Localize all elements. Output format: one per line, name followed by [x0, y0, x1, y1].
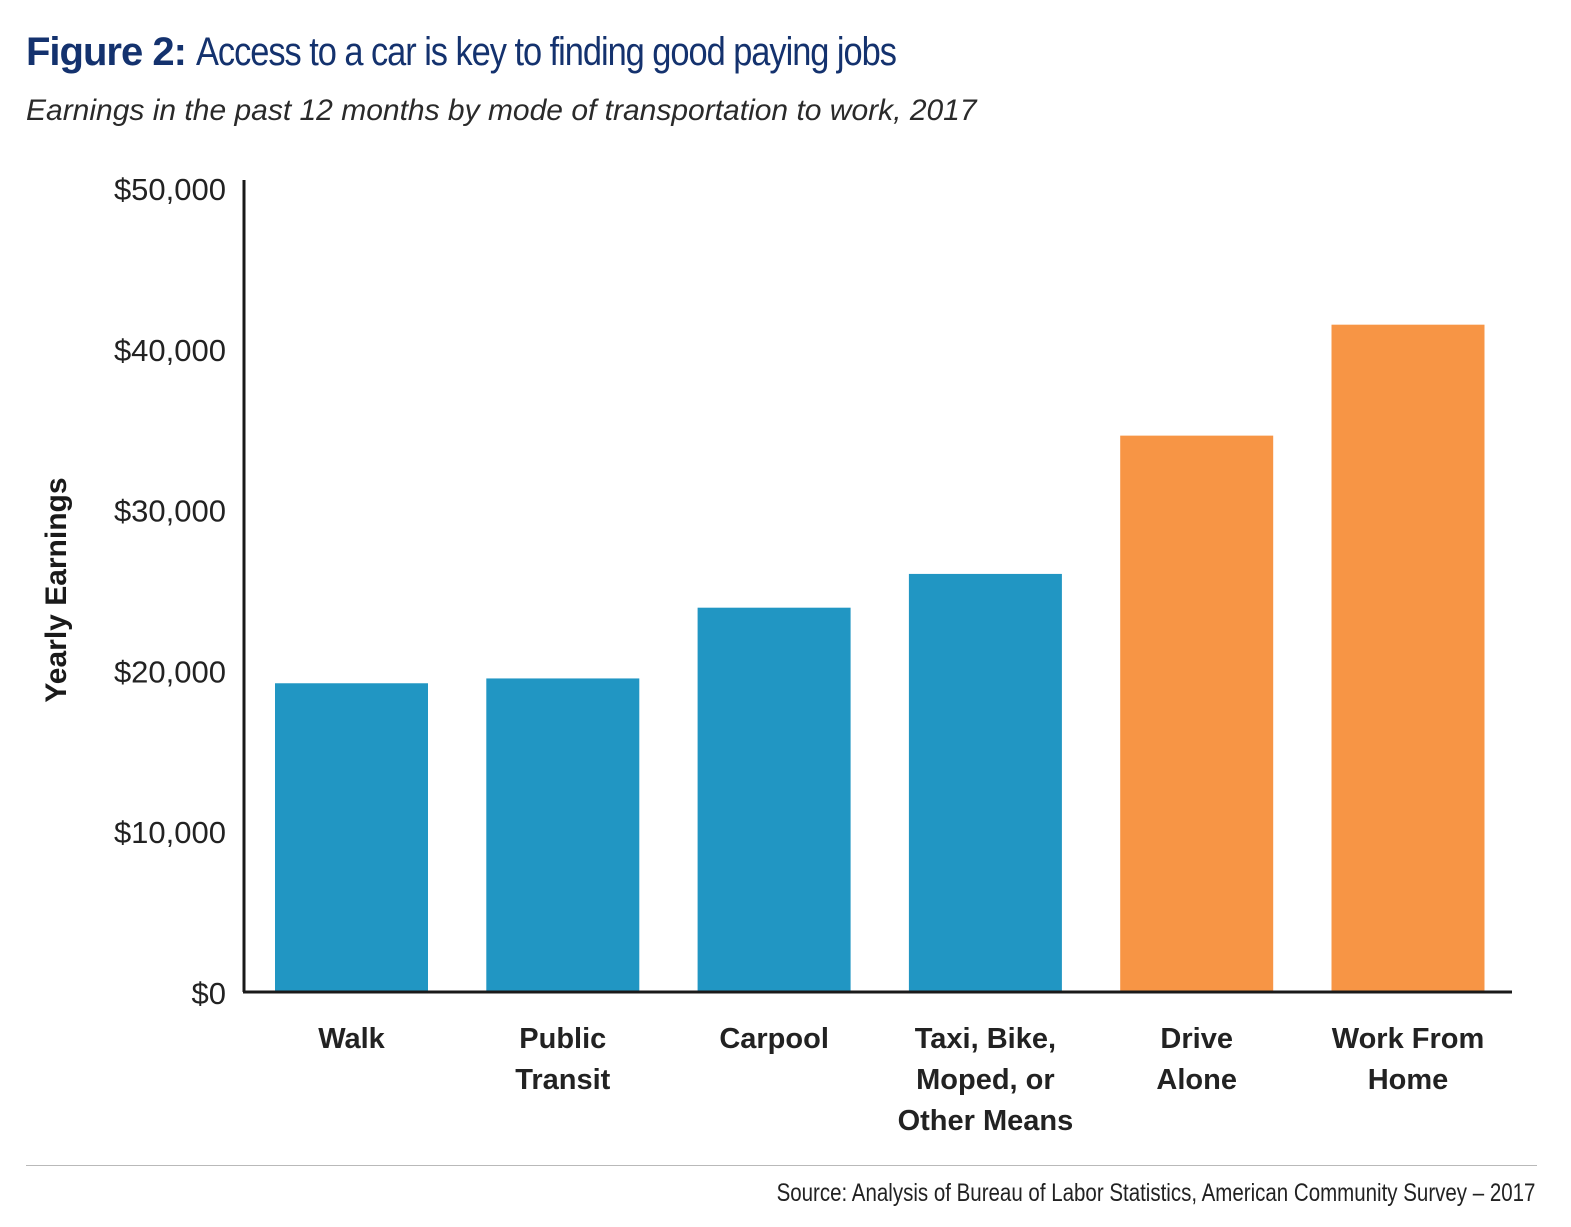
- bar: [1120, 435, 1274, 993]
- figure-label: Figure 2:: [26, 30, 187, 74]
- y-tick-label: $40,000: [114, 333, 226, 368]
- x-tick-label: Work From Home: [1332, 1023, 1485, 1096]
- y-tick-label: $0: [192, 976, 226, 1011]
- chart-subtitle: Earnings in the past 12 months by mode o…: [26, 94, 977, 127]
- y-tick-label: $20,000: [114, 654, 226, 689]
- x-tick-label: Public Transit: [515, 1023, 610, 1096]
- x-tick-label: Drive Alone: [1156, 1023, 1237, 1096]
- bar: [908, 573, 1062, 992]
- y-tick-label: $30,000: [114, 494, 226, 529]
- source-note: Source: Analysis of Bureau of Labor Stat…: [776, 1179, 1535, 1207]
- x-tick-label: Walk: [318, 1023, 385, 1055]
- bar: [275, 683, 428, 992]
- title-text: Access to a car is key to finding good p…: [195, 30, 897, 74]
- y-tick-label: $10,000: [114, 815, 226, 850]
- divider: [26, 1165, 1537, 1166]
- y-axis-label: Yearly Earnings: [40, 477, 73, 702]
- bar: [1331, 324, 1485, 992]
- bar: [486, 678, 640, 992]
- x-tick-label: Carpool: [719, 1023, 829, 1055]
- bar: [697, 607, 851, 992]
- bar-chart: $0 $10,000 $20,000 $30,000 $40,000 $50,000 Yea…: [40, 172, 1512, 1137]
- x-tick-label: Taxi, Bike, Moped, or Other Means: [898, 1023, 1074, 1137]
- chart-title: Figure 2: Access to a car is key to find…: [26, 22, 1010, 82]
- y-tick-label: $50,000: [114, 172, 226, 207]
